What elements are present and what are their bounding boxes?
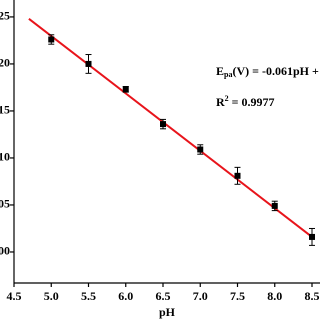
point (160, 121, 166, 128)
x-tick-label: 8.0 (267, 289, 282, 303)
x-axis-label: pH (159, 305, 176, 319)
x-tick-label: 6.5 (156, 289, 171, 303)
annotation: R2 = 0.9977 (216, 94, 275, 109)
x-tick-label: 4.5 (7, 289, 22, 303)
y-tick-label: 0.15 (0, 103, 10, 117)
y-tick-label: 0.10 (0, 150, 10, 164)
point (271, 202, 278, 209)
point (309, 233, 315, 240)
point (122, 86, 129, 93)
x-tick-label: 5.0 (44, 289, 59, 303)
x-tick-label: 7.5 (230, 289, 245, 303)
y-tick-label: 0.25 (0, 9, 10, 23)
point (85, 60, 92, 67)
y-tick-label: 0.05 (0, 197, 10, 211)
y-tick-label: 0.20 (0, 56, 10, 70)
x-tick-label: 8.5 (305, 289, 320, 303)
x-tick-label: 5.5 (81, 289, 96, 303)
point (48, 36, 55, 43)
annotation-part: pa (224, 70, 232, 79)
annotation: Epa(V) = -0.061pH + (216, 64, 319, 79)
y-tick-label: 0.00 (0, 244, 10, 258)
annotation-part: = 0.9977 (229, 95, 275, 109)
annotation-part: R (216, 95, 225, 109)
point (234, 172, 241, 179)
x-tick-label: 7.0 (193, 289, 208, 303)
annotation-part: E (216, 64, 224, 78)
annotation-part: (V) = -0.061pH + (232, 64, 319, 78)
fit-line (28, 18, 313, 238)
x-tick-label: 6.0 (118, 289, 133, 303)
annotation-part: 2 (225, 94, 229, 103)
point (197, 146, 204, 153)
